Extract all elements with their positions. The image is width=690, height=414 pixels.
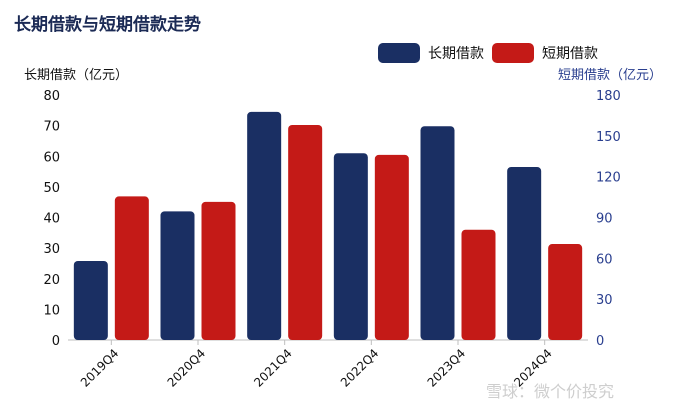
legend-label-long: 长期借款 xyxy=(428,46,484,62)
bar-short-2023Q4 xyxy=(461,229,496,340)
bar-short-2019Q4 xyxy=(114,196,149,340)
legend-item-short: 短期借款 xyxy=(492,42,598,64)
bar-long-2023Q4 xyxy=(420,126,455,340)
bar-long-2022Q4 xyxy=(333,153,368,340)
legend-swatch-long xyxy=(378,43,420,63)
bar-short-2021Q4 xyxy=(288,124,323,340)
right-tick-label: 120 xyxy=(596,171,621,186)
bar-long-2021Q4 xyxy=(247,111,282,340)
legend-item-long: 长期借款 xyxy=(378,42,484,64)
legend-label-short: 短期借款 xyxy=(542,46,598,62)
bar-long-2024Q4 xyxy=(507,166,542,340)
left-tick-label: 30 xyxy=(43,242,60,257)
right-tick-label: 60 xyxy=(596,252,613,267)
left-tick-label: 0 xyxy=(52,334,60,349)
right-axis-title: 短期借款（亿元） xyxy=(557,68,662,83)
left-tick-label: 10 xyxy=(43,303,60,318)
left-tick-label: 60 xyxy=(43,150,60,165)
bar-short-2020Q4 xyxy=(201,201,236,340)
x-tick-label: 2019Q4 xyxy=(78,346,122,390)
left-tick-label: 70 xyxy=(43,120,60,135)
legend: 长期借款 短期借款 xyxy=(0,42,690,64)
right-tick-label: 30 xyxy=(596,293,613,308)
left-axis-title: 长期借款（亿元） xyxy=(24,68,129,83)
x-tick-label: 2020Q4 xyxy=(165,346,209,390)
x-tick-label: 2023Q4 xyxy=(425,346,469,390)
chart-title: 长期借款与短期借款走势 xyxy=(14,15,201,35)
x-tick-label: 2022Q4 xyxy=(338,346,382,390)
left-tick-label: 20 xyxy=(43,273,60,288)
left-tick-label: 80 xyxy=(43,89,60,104)
bar-long-2020Q4 xyxy=(160,211,195,340)
right-tick-label: 0 xyxy=(596,334,604,349)
right-tick-label: 180 xyxy=(596,89,621,104)
right-tick-label: 90 xyxy=(596,212,613,227)
x-tick-label: 2021Q4 xyxy=(251,346,295,390)
watermark: 雪球：微个价投究 xyxy=(486,382,615,401)
right-tick-label: 150 xyxy=(596,130,621,145)
bar-short-2022Q4 xyxy=(374,154,409,340)
bar-short-2024Q4 xyxy=(548,244,583,340)
bar-long-2019Q4 xyxy=(73,260,108,340)
left-tick-label: 50 xyxy=(43,181,60,196)
left-tick-label: 40 xyxy=(43,212,60,227)
legend-swatch-short xyxy=(492,43,534,63)
